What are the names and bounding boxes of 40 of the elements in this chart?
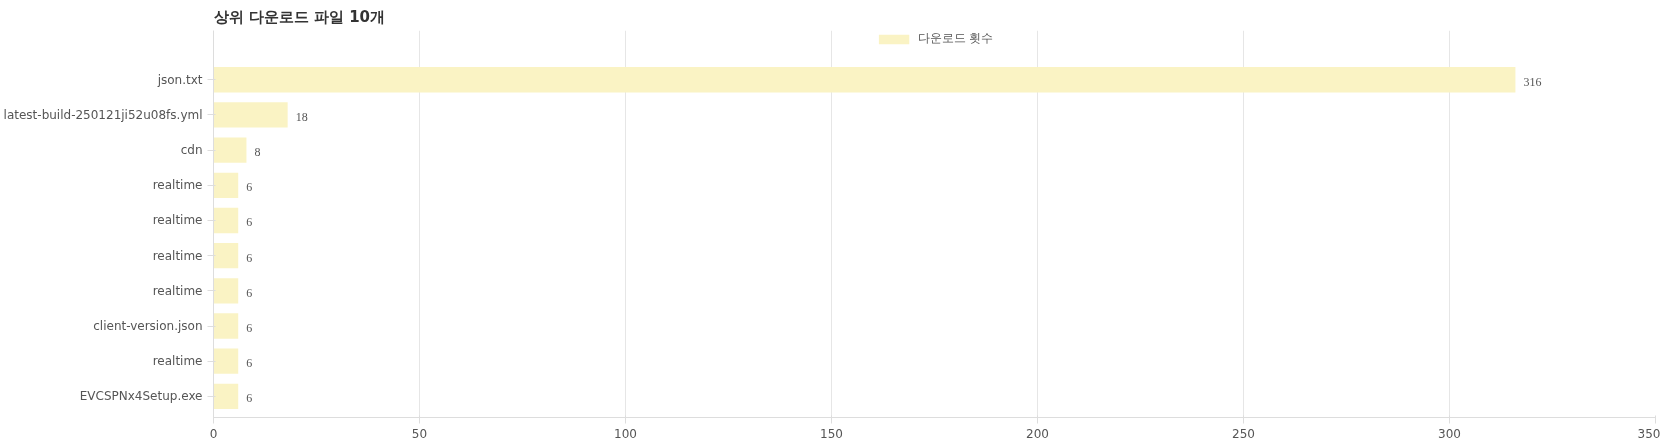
data-label: 6 <box>246 215 253 230</box>
chart-title: 상위 다운로드 파일 10개 <box>213 7 386 26</box>
bar <box>213 207 239 234</box>
y-tick-label: client-version.json <box>93 319 203 334</box>
x-tick-label: 100 <box>614 426 637 441</box>
x-tick-label: 300 <box>1438 426 1461 441</box>
y-tick-label: json.txt <box>156 72 203 87</box>
data-label: 316 <box>1523 74 1542 89</box>
data-label: 6 <box>246 391 253 406</box>
legend-label: 다운로드 횟수 <box>917 30 994 47</box>
data-label: 18 <box>295 109 308 124</box>
y-tick-label: realtime <box>152 213 203 228</box>
bar <box>213 383 239 410</box>
y-tick-label: realtime <box>152 248 203 263</box>
data-label: 6 <box>246 321 253 336</box>
bar <box>213 67 1516 93</box>
bar <box>213 172 239 198</box>
y-tick-label: cdn <box>180 143 203 158</box>
x-tick-label: 0 <box>209 426 218 441</box>
data-label: 6 <box>246 356 253 371</box>
bar <box>213 102 288 128</box>
data-label: 6 <box>246 285 253 300</box>
y-tick-label: realtime <box>152 283 203 298</box>
bar <box>213 313 239 339</box>
y-tick-label: realtime <box>152 354 203 369</box>
x-tick-label: 200 <box>1026 426 1049 441</box>
y-tick-label: latest-build-250121ji52u08fs.yml <box>3 107 203 122</box>
x-tick-label: 150 <box>820 426 843 441</box>
bar <box>213 348 239 374</box>
bar <box>213 278 239 304</box>
data-label: 6 <box>246 250 253 265</box>
x-tick-label: 350 <box>1637 426 1661 441</box>
bar <box>213 137 247 163</box>
x-tick-label: 250 <box>1232 426 1255 441</box>
data-label: 8 <box>254 145 261 160</box>
y-tick-label: realtime <box>152 178 203 193</box>
x-tick-label: 50 <box>411 426 428 441</box>
y-tick-label: EVCSPNx4Setup.exe <box>79 389 203 404</box>
bar <box>213 243 239 269</box>
data-label: 6 <box>246 180 253 195</box>
